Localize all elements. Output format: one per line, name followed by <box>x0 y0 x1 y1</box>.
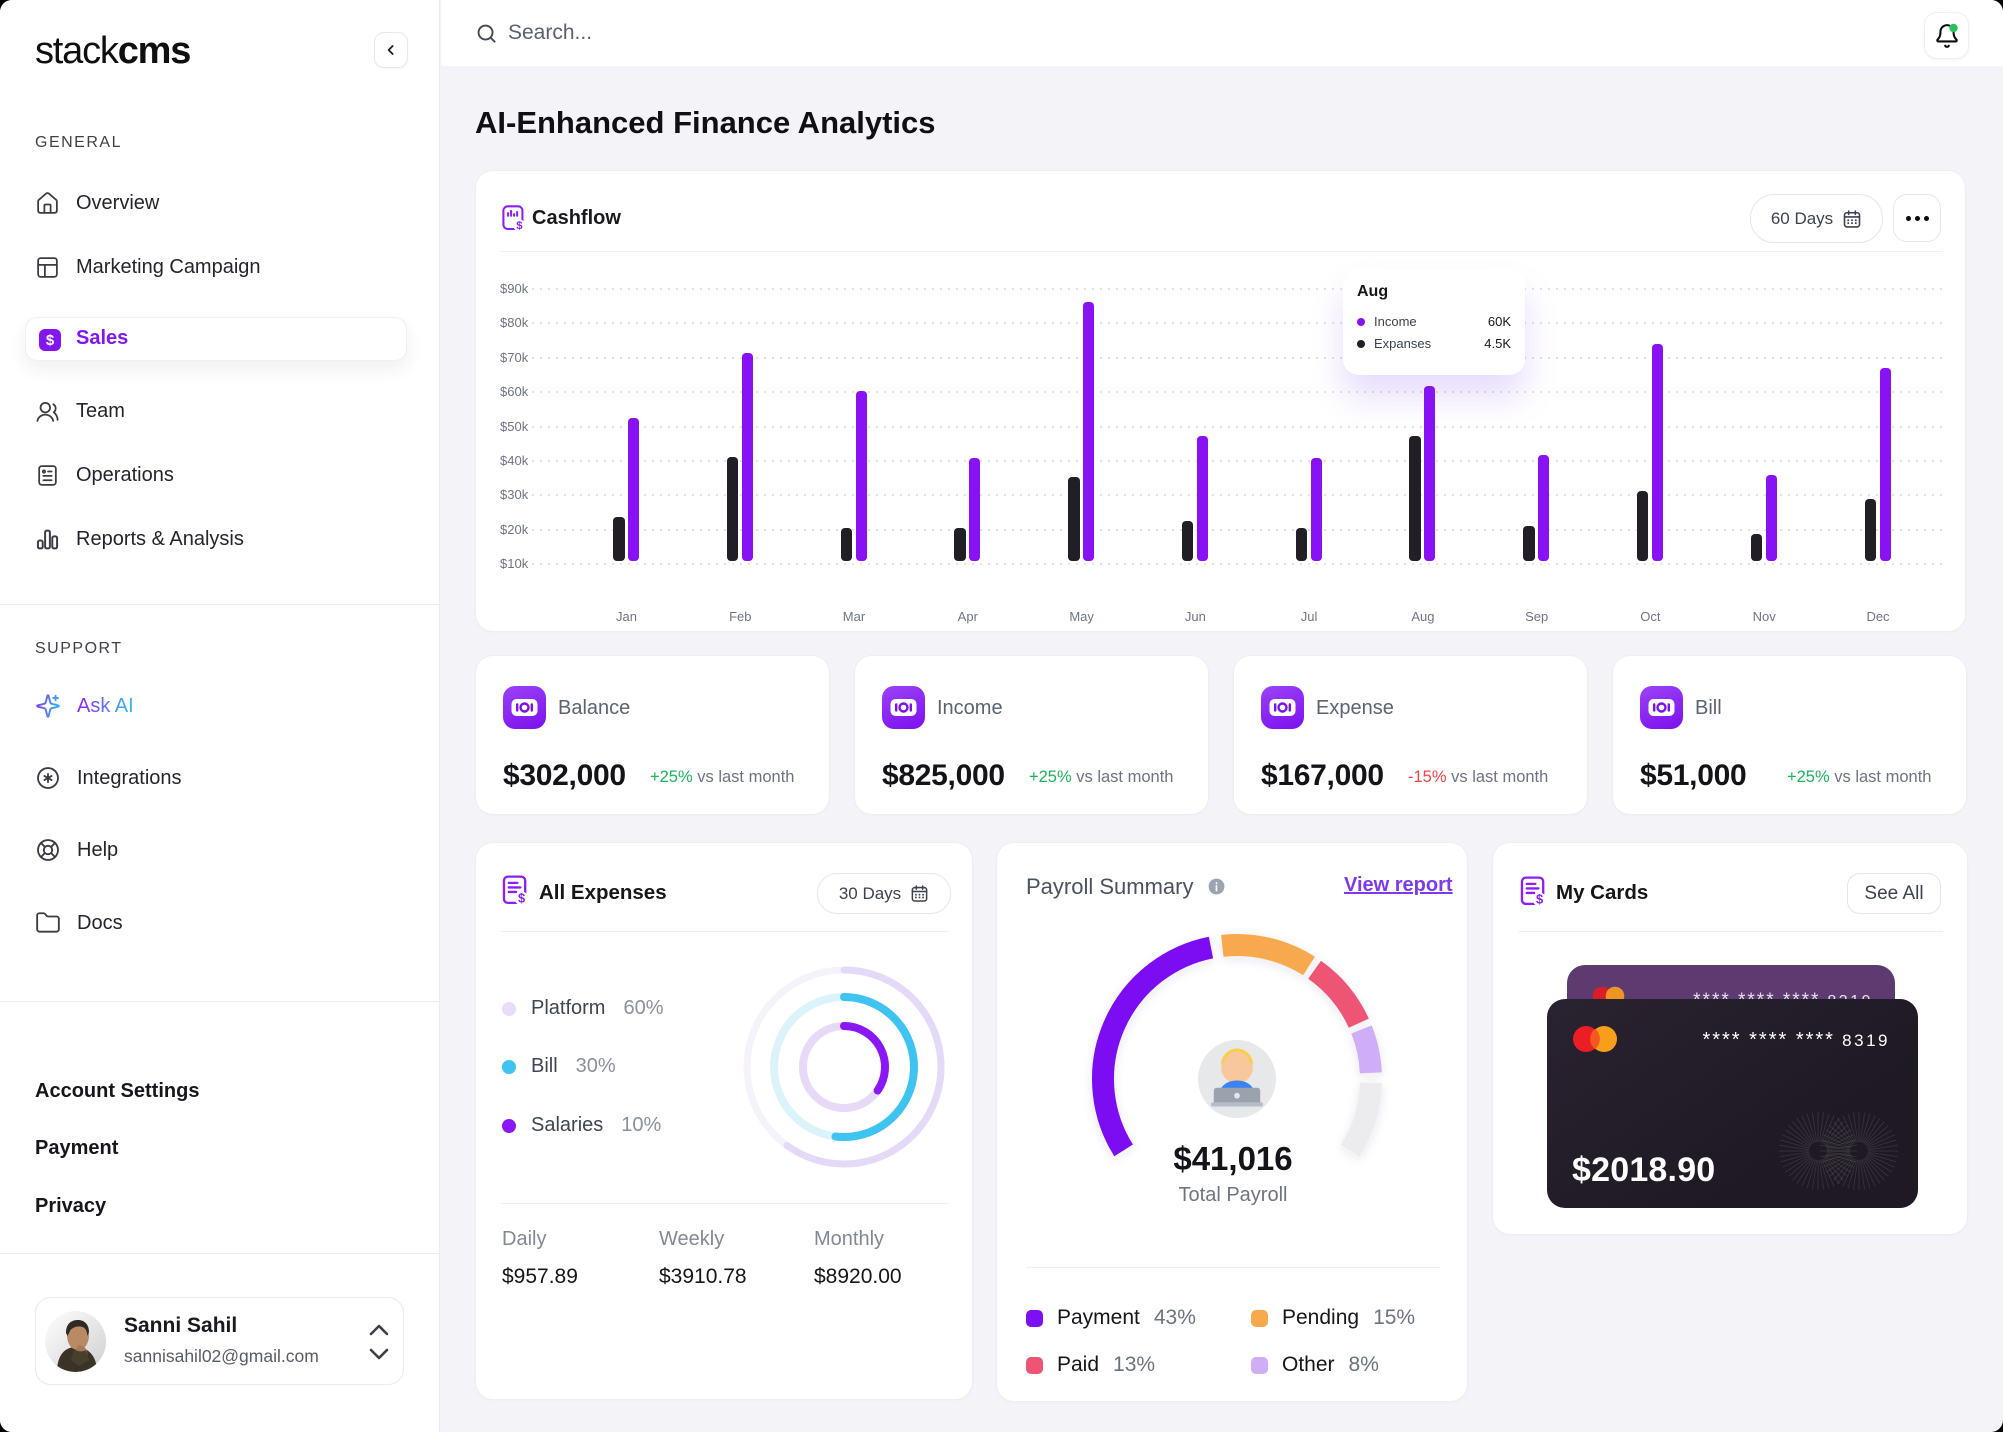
svg-text:$: $ <box>1536 892 1543 907</box>
svg-text:$: $ <box>516 220 523 232</box>
svg-text:$: $ <box>518 891 525 906</box>
